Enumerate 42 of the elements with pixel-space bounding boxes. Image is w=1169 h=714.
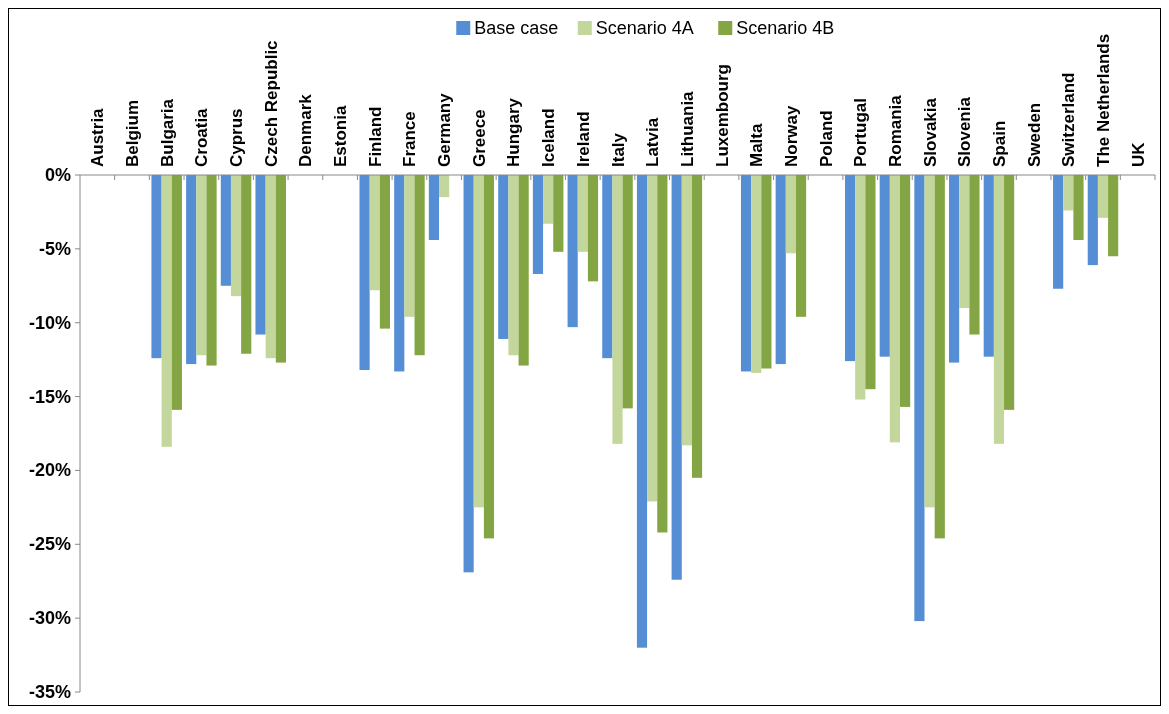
x-tick-label: Hungary [504,97,524,167]
x-tick-label: Norway [781,105,801,167]
y-tick-label: -35% [28,682,71,702]
x-tick-label: Slovenia [955,96,975,167]
y-tick-label: -15% [28,386,71,407]
x-tick-label: Italy [608,132,628,167]
x-tick-label: Austria [88,107,108,167]
y-tick-label: -10% [28,312,71,333]
x-tick-label: Finland [365,106,385,167]
x-tick-label: Lithuania [677,90,697,167]
y-tick-label: -5% [38,238,71,259]
y-tick-label: -30% [28,608,71,629]
x-tick-label: Greece [469,109,489,167]
x-tick-label: Luxembourg [712,64,732,167]
legend-label: Scenario 4A [595,18,694,38]
x-tick-label: Switzerland [1059,72,1079,167]
x-tick-label: Slovakia [920,97,940,167]
x-tick-label: Romania [885,94,905,167]
x-tick-label: Denmark [296,93,316,167]
legend-label: Base case [474,18,559,38]
x-tick-label: Latvia [643,117,663,167]
x-tick-label: Czech Republic [261,40,281,167]
y-tick-label: -20% [28,460,71,481]
legend-label: Scenario 4B [736,18,835,38]
x-tick-label: Poland [816,110,836,167]
x-tick-label: Spain [989,120,1009,167]
y-tick-label: 0% [44,165,71,185]
x-tick-label: Bulgaria [157,98,177,167]
x-tick-label: France [400,111,420,167]
x-tick-label: Belgium [123,99,143,167]
x-tick-label: Portugal [851,98,871,167]
x-tick-label: Iceland [539,108,559,167]
x-tick-label: The Netherlands [1093,33,1113,167]
y-tick-label: -25% [28,534,71,555]
x-tick-label: UK [1128,141,1148,167]
x-tick-label: Sweden [1024,102,1044,167]
x-tick-label: Estonia [331,105,351,167]
x-tick-label: Ireland [573,111,593,167]
x-tick-label: Malta [747,123,767,167]
x-tick-label: Cyprus [227,108,247,167]
x-tick-label: Germany [435,92,455,167]
x-tick-label: Croatia [192,107,212,167]
